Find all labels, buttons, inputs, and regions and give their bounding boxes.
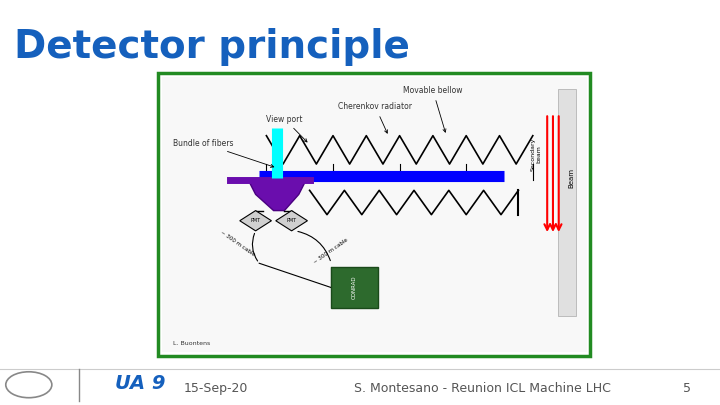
Text: ~ 300 m cable: ~ 300 m cable	[313, 237, 349, 265]
Bar	[162, 77, 587, 352]
Bar	[331, 267, 378, 308]
Text: L. Buontens: L. Buontens	[173, 341, 210, 346]
Text: View port: View port	[266, 115, 307, 142]
Text: CONRAD: CONRAD	[352, 276, 357, 299]
FancyBboxPatch shape	[158, 73, 590, 356]
Text: UA 9: UA 9	[115, 375, 166, 393]
Text: Movable bellow: Movable bellow	[403, 86, 463, 132]
Text: PMT: PMT	[287, 218, 297, 223]
Polygon shape	[240, 211, 271, 231]
Text: Detector principle: Detector principle	[14, 28, 410, 66]
Text: PMT: PMT	[251, 218, 261, 223]
Text: Beam: Beam	[568, 168, 574, 188]
Text: 15-Sep-20: 15-Sep-20	[184, 382, 248, 395]
Polygon shape	[276, 211, 307, 231]
Text: Bundle of fibers: Bundle of fibers	[173, 139, 274, 167]
Text: ~ 300 m cable: ~ 300 m cable	[220, 229, 256, 257]
Text: Cherenkov radiator: Cherenkov radiator	[338, 102, 413, 133]
Text: S. Montesano - Reunion ICL Machine LHC: S. Montesano - Reunion ICL Machine LHC	[354, 382, 611, 395]
Text: 5: 5	[683, 382, 691, 395]
Text: Secondary
beam: Secondary beam	[531, 137, 541, 171]
Polygon shape	[248, 180, 306, 211]
Bar	[558, 89, 576, 316]
